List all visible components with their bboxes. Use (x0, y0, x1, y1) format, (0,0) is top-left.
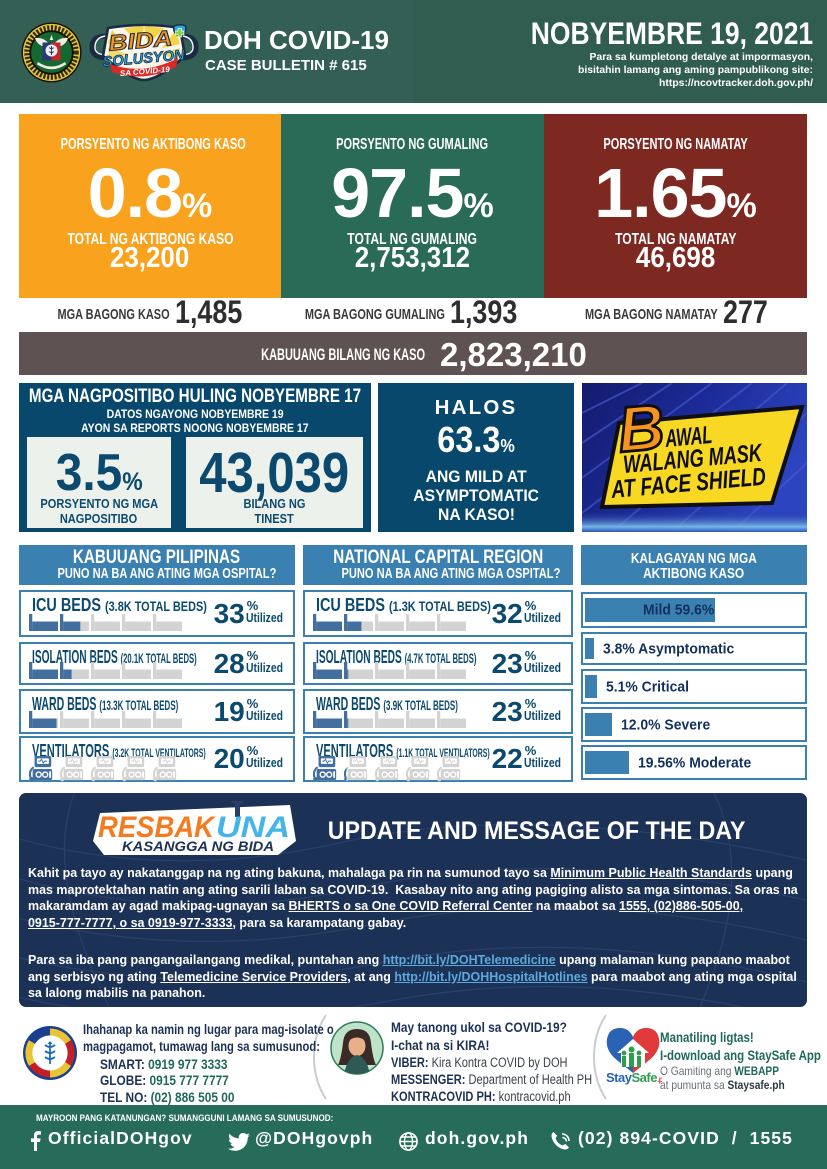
svg-text:BIDA: BIDA (107, 25, 173, 55)
svg-text:SA COVID-19: SA COVID-19 (120, 65, 171, 78)
svg-text:UNA: UNA (216, 811, 290, 844)
svg-text:RESBAK: RESBAK (98, 811, 216, 844)
svg-text:AWAL: AWAL (663, 421, 713, 453)
svg-text:KASANGGA NG BIDA: KASANGGA NG BIDA (122, 839, 274, 854)
svg-text:StaySafe.ph: StaySafe.ph (606, 1070, 662, 1085)
svg-text:B: B (615, 390, 667, 466)
